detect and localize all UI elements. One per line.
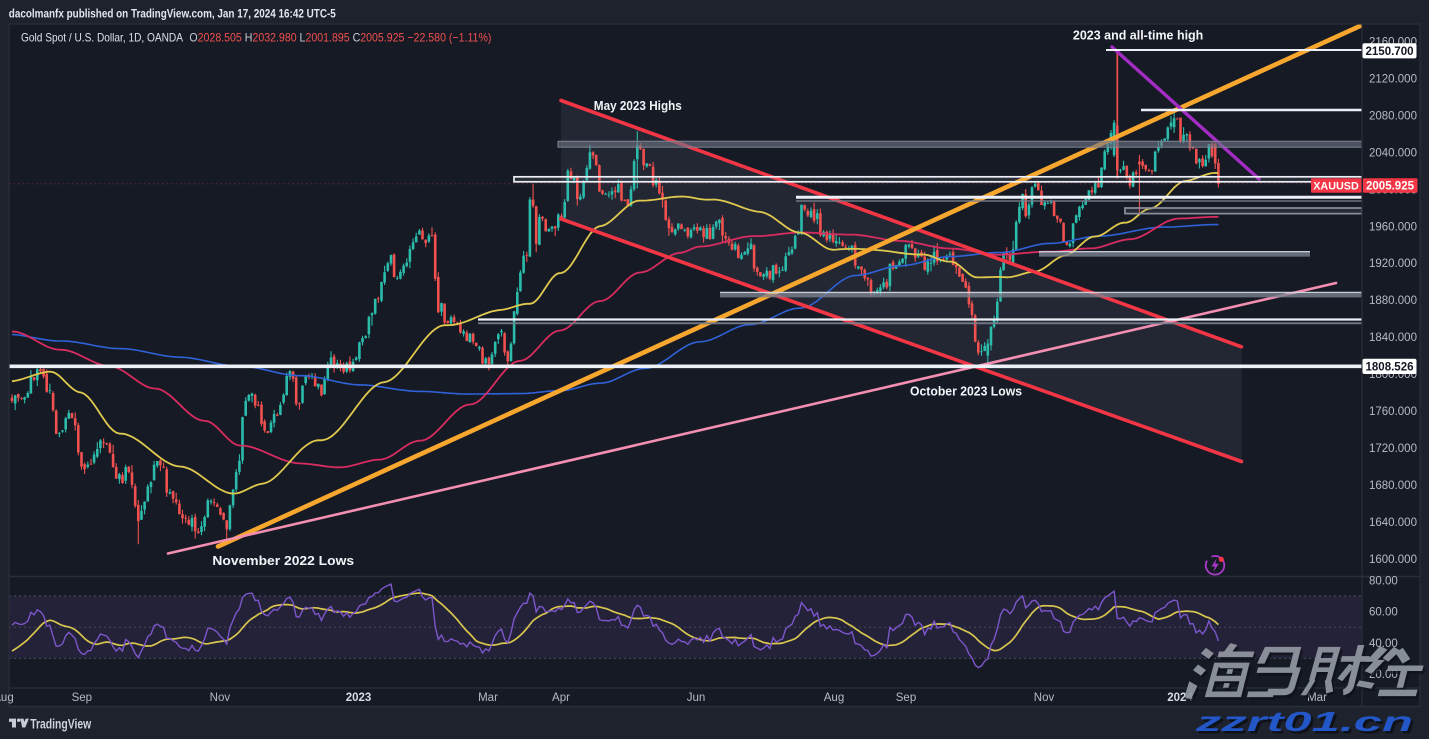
svg-text:40.00: 40.00 (1369, 638, 1398, 650)
svg-text:October 2023 Lows: October 2023 Lows (910, 385, 1022, 399)
svg-text:1960.000: 1960.000 (1369, 221, 1417, 233)
svg-text:O2028.505 H2032.980 L2001.89: O2028.505 H2032.980 L2001.895 C2005.925 … (189, 31, 491, 45)
svg-text:Aug: Aug (824, 692, 844, 704)
svg-text:zzrt01.cn: zzrt01.cn (1194, 706, 1413, 737)
svg-text:1920.000: 1920.000 (1369, 258, 1417, 270)
svg-text:2120.000: 2120.000 (1369, 73, 1417, 85)
svg-text:Gold Spot / U.S. Dollar, 1D, O: Gold Spot / U.S. Dollar, 1D, OANDA (21, 31, 183, 45)
svg-text:Sep: Sep (72, 692, 92, 704)
svg-text:1840.000: 1840.000 (1369, 332, 1417, 344)
svg-text:Nov: Nov (210, 692, 231, 704)
svg-text:2040.000: 2040.000 (1369, 147, 1417, 159)
svg-text:Apr: Apr (552, 692, 570, 704)
svg-text:Mar: Mar (1307, 692, 1327, 704)
svg-text:60.00: 60.00 (1369, 607, 1398, 619)
svg-text:2080.000: 2080.000 (1369, 110, 1417, 122)
svg-text:Aug: Aug (0, 692, 14, 704)
svg-text:1640.000: 1640.000 (1369, 517, 1417, 529)
svg-text:1680.000: 1680.000 (1369, 480, 1417, 492)
svg-text:Sep: Sep (896, 692, 916, 704)
svg-text:1880.000: 1880.000 (1369, 295, 1417, 307)
svg-text:1760.000: 1760.000 (1369, 406, 1417, 418)
svg-text:1600.000: 1600.000 (1369, 554, 1417, 566)
svg-text:2005.925: 2005.925 (1366, 181, 1415, 193)
svg-text:80.00: 80.00 (1369, 575, 1398, 587)
svg-text:Nov: Nov (1034, 692, 1055, 704)
svg-text:1720.000: 1720.000 (1369, 443, 1417, 455)
svg-text:zzrt01.cn: zzrt01.cn (1197, 709, 1416, 739)
svg-text:dacolmanfx published on Tradin: dacolmanfx published on TradingView.com,… (9, 9, 337, 21)
svg-text:1808.526: 1808.526 (1366, 362, 1414, 374)
svg-text:Jun: Jun (687, 692, 706, 704)
svg-text:XAUUSD: XAUUSD (1313, 180, 1359, 192)
svg-text:2150.700: 2150.700 (1366, 46, 1414, 58)
svg-text:2023 and all-time high: 2023 and all-time high (1073, 29, 1203, 43)
svg-text:November 2022 Lows: November 2022 Lows (212, 554, 354, 568)
svg-text:TradingView: TradingView (30, 716, 91, 731)
svg-text:Mar: Mar (478, 692, 498, 704)
svg-text:May 2023 Highs: May 2023 Highs (594, 99, 682, 113)
svg-text:2023: 2023 (346, 692, 372, 704)
